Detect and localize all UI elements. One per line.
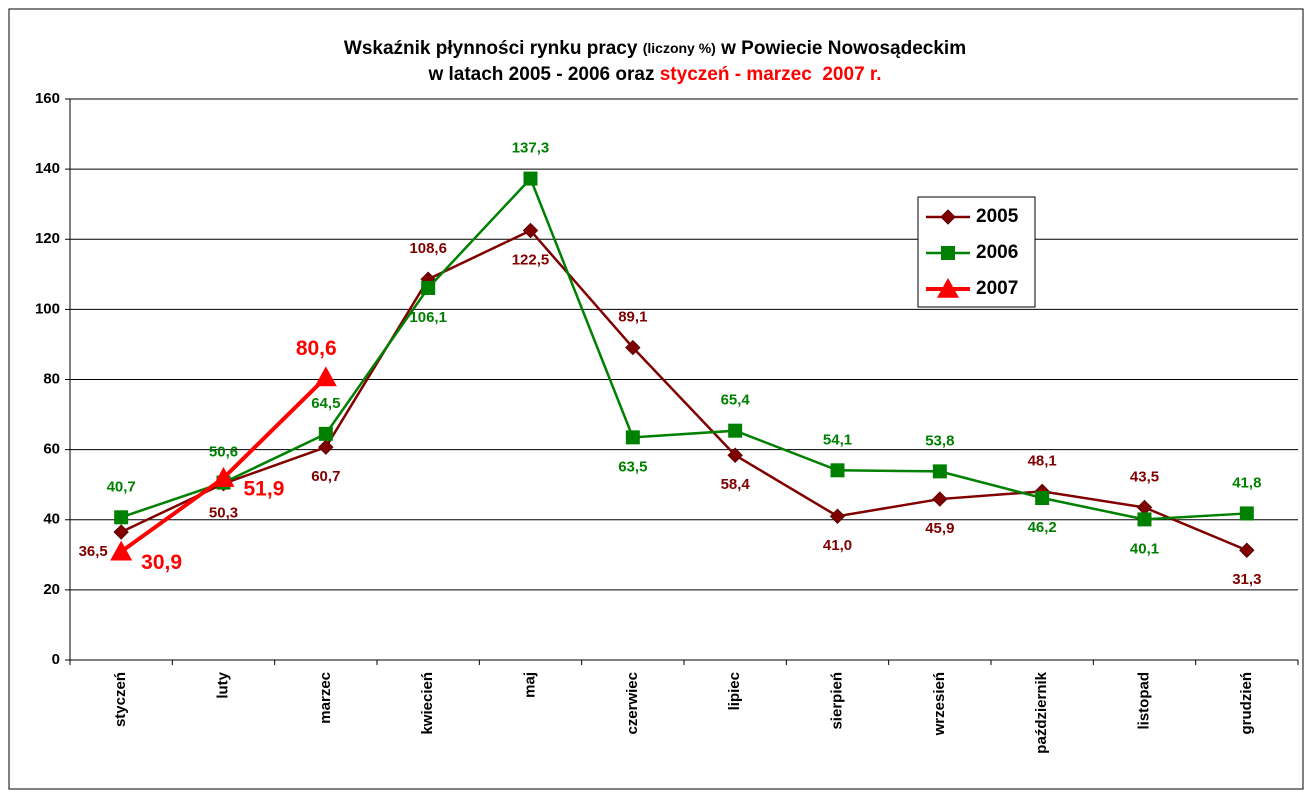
marker [830, 463, 845, 478]
chart-frame [8, 8, 1304, 790]
data-label: 41,8 [1232, 474, 1261, 491]
x-tick-label: kwiecień [419, 672, 436, 735]
x-tick-label: styczeń [112, 672, 129, 727]
marker [932, 491, 948, 507]
legend-label: 2007 [976, 278, 1018, 299]
data-label: 80,6 [296, 337, 337, 360]
marker [1239, 542, 1255, 558]
marker [829, 508, 846, 524]
marker [937, 278, 959, 298]
data-label: 106,1 [409, 309, 447, 326]
data-label: 53,8 [925, 432, 954, 449]
data-label: 40,7 [107, 478, 136, 495]
marker [932, 464, 947, 479]
data-label: 43,5 [1130, 468, 1159, 485]
data-label: 48,1 [1028, 452, 1057, 469]
data-label: 30,9 [141, 551, 182, 574]
title-part: styczeń - marzec 2007 r. [660, 64, 882, 85]
title-part: w latach 2005 - 2006 oraz [427, 64, 659, 85]
x-tick-label: lipiec [726, 672, 743, 710]
data-label: 137,3 [512, 140, 550, 157]
marker [114, 510, 129, 525]
marker [625, 430, 640, 445]
y-tick-label: 60 [43, 441, 60, 458]
y-tick-label: 40 [43, 511, 60, 528]
data-label: 60,7 [311, 468, 340, 485]
title-part: (liczony %) [643, 40, 716, 56]
data-label: 46,2 [1028, 519, 1057, 536]
x-tick-label: wrzesień [931, 672, 948, 736]
data-label: 108,6 [409, 240, 447, 257]
legend-label: 2005 [976, 206, 1019, 227]
data-label: 41,0 [823, 537, 852, 554]
data-label: 51,9 [244, 478, 285, 501]
marker [940, 209, 956, 225]
x-tick-label: grudzień [1238, 672, 1255, 735]
data-label: 89,1 [618, 309, 647, 326]
marker [314, 366, 337, 387]
chart-title: w latach 2005 - 2006 oraz styczeń - marz… [427, 64, 881, 85]
x-tick-label: marzec [317, 672, 334, 724]
y-tick-label: 80 [43, 370, 60, 387]
y-tick-label: 160 [35, 90, 60, 107]
data-label: 65,4 [721, 392, 751, 409]
marker [727, 447, 743, 463]
data-label: 40,1 [1130, 540, 1159, 557]
x-tick-label: listopad [1135, 672, 1152, 730]
series-line [120, 176, 1247, 521]
data-label: 58,4 [721, 476, 751, 493]
marker [110, 540, 133, 561]
x-tick-label: czerwiec [624, 672, 641, 735]
data-label: 45,9 [925, 520, 954, 537]
marker [522, 222, 539, 239]
x-tick-label: sierpień [828, 672, 845, 730]
marker [1239, 506, 1254, 521]
marker [728, 423, 743, 438]
data-label: 31,3 [1232, 571, 1261, 588]
series-line [120, 228, 1248, 552]
marker [523, 171, 538, 186]
data-label: 122,5 [512, 251, 550, 268]
x-tick-label: maj [521, 672, 538, 698]
chart-title: Wskaźnik płynności rynku pracy (liczony … [344, 38, 966, 59]
x-tick-label: luty [214, 671, 231, 698]
data-label: 63,5 [618, 458, 647, 475]
marker [941, 246, 955, 260]
data-label: 50,6 [209, 444, 238, 461]
data-label: 36,5 [79, 543, 108, 560]
marker [113, 524, 129, 540]
marker [1035, 491, 1050, 506]
y-tick-label: 120 [35, 230, 60, 247]
legend-label: 2006 [976, 242, 1018, 263]
y-tick-label: 140 [35, 160, 60, 177]
marker [625, 339, 641, 356]
y-tick-label: 100 [35, 300, 60, 317]
marker [421, 280, 436, 295]
data-label: 64,5 [311, 395, 340, 412]
marker [318, 439, 334, 455]
x-tick-label: październik [1033, 671, 1050, 753]
marker [318, 426, 333, 441]
y-tick-label: 20 [43, 581, 60, 598]
data-label: 50,3 [209, 505, 238, 522]
title-part: w Powiecie Nowosądeckim [716, 38, 966, 59]
marker [1137, 512, 1152, 527]
data-label: 54,1 [823, 431, 852, 448]
marker [212, 467, 235, 487]
title-part: Wskaźnik płynności rynku pracy [344, 38, 643, 59]
y-tick-label: 0 [52, 651, 60, 668]
